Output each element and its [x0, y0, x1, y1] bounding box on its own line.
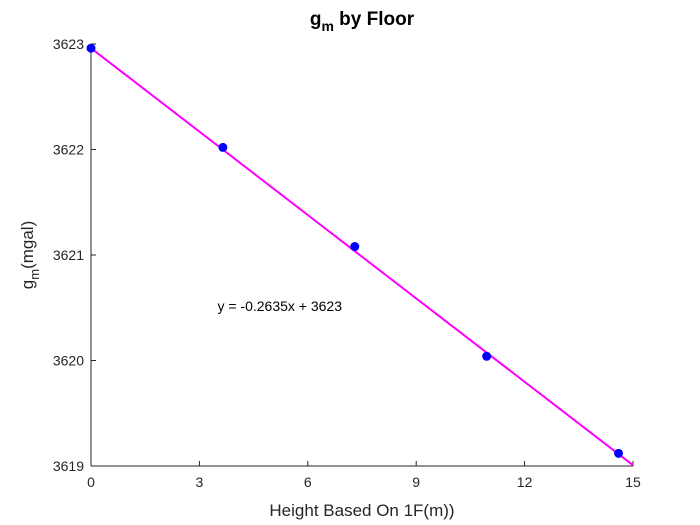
y-tick-label: 3623 [53, 36, 84, 52]
data-point [86, 43, 96, 53]
y-tick-label: 3621 [53, 247, 84, 263]
fit-line [90, 47, 634, 467]
x-tick-label: 6 [304, 474, 312, 490]
data-point [614, 448, 624, 458]
y-ticks: 3619 3620 3621 3622 3623 [53, 36, 96, 474]
y-axis-label: gm(mgal) [18, 221, 42, 289]
x-tick-label: 3 [196, 474, 204, 490]
x-tick-label: 12 [517, 474, 533, 490]
fit-equation-annotation: y = -0.2635x + 3623 [217, 298, 342, 314]
data-point [350, 242, 360, 252]
data-point [482, 351, 492, 361]
x-axis-label: Height Based On 1F(m)) [269, 501, 454, 520]
x-ticks: 0 3 6 9 12 15 [87, 461, 641, 490]
data-point [218, 142, 228, 152]
y-tick-label: 3619 [53, 458, 84, 474]
x-tick-label: 15 [625, 474, 641, 490]
y-tick-label: 3620 [53, 353, 84, 369]
x-tick-label: 0 [87, 474, 95, 490]
data-points [86, 43, 624, 458]
chart-title: gm by Floor [310, 9, 415, 34]
x-tick-label: 9 [412, 474, 420, 490]
fit-line-group [90, 47, 634, 467]
y-tick-label: 3622 [53, 142, 84, 158]
